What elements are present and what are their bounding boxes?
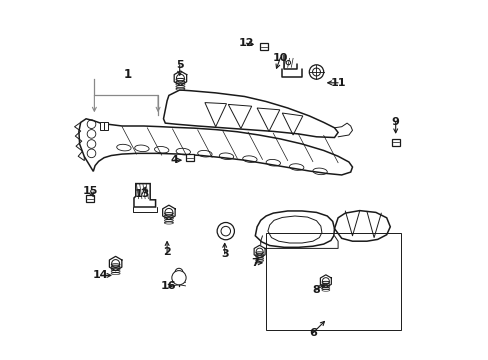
- Bar: [391, 139, 399, 146]
- Text: 8: 8: [312, 285, 320, 295]
- Circle shape: [171, 271, 186, 285]
- Text: 7: 7: [251, 258, 259, 268]
- Bar: [260, 43, 267, 50]
- Text: 2: 2: [163, 247, 171, 257]
- Text: 10: 10: [272, 53, 287, 63]
- Text: 5: 5: [176, 60, 183, 70]
- Text: 4: 4: [170, 155, 178, 165]
- Text: 13: 13: [134, 189, 149, 199]
- Bar: [185, 154, 193, 161]
- Polygon shape: [254, 245, 264, 258]
- Circle shape: [217, 222, 234, 240]
- Text: 16: 16: [161, 281, 176, 291]
- Text: 6: 6: [308, 328, 316, 338]
- Text: 14: 14: [93, 270, 108, 280]
- Bar: [265, 233, 401, 330]
- Bar: [85, 195, 94, 202]
- Bar: [104, 122, 108, 130]
- Text: 11: 11: [330, 78, 345, 88]
- Polygon shape: [163, 205, 175, 220]
- Text: 12: 12: [238, 38, 254, 48]
- Circle shape: [309, 65, 323, 79]
- Bar: [100, 122, 104, 130]
- Polygon shape: [320, 275, 331, 288]
- Circle shape: [175, 268, 183, 276]
- Text: 9: 9: [391, 117, 399, 127]
- Text: 3: 3: [221, 249, 228, 259]
- Text: 15: 15: [82, 186, 98, 196]
- Text: 1: 1: [123, 68, 131, 81]
- Polygon shape: [109, 256, 122, 271]
- Polygon shape: [174, 71, 186, 85]
